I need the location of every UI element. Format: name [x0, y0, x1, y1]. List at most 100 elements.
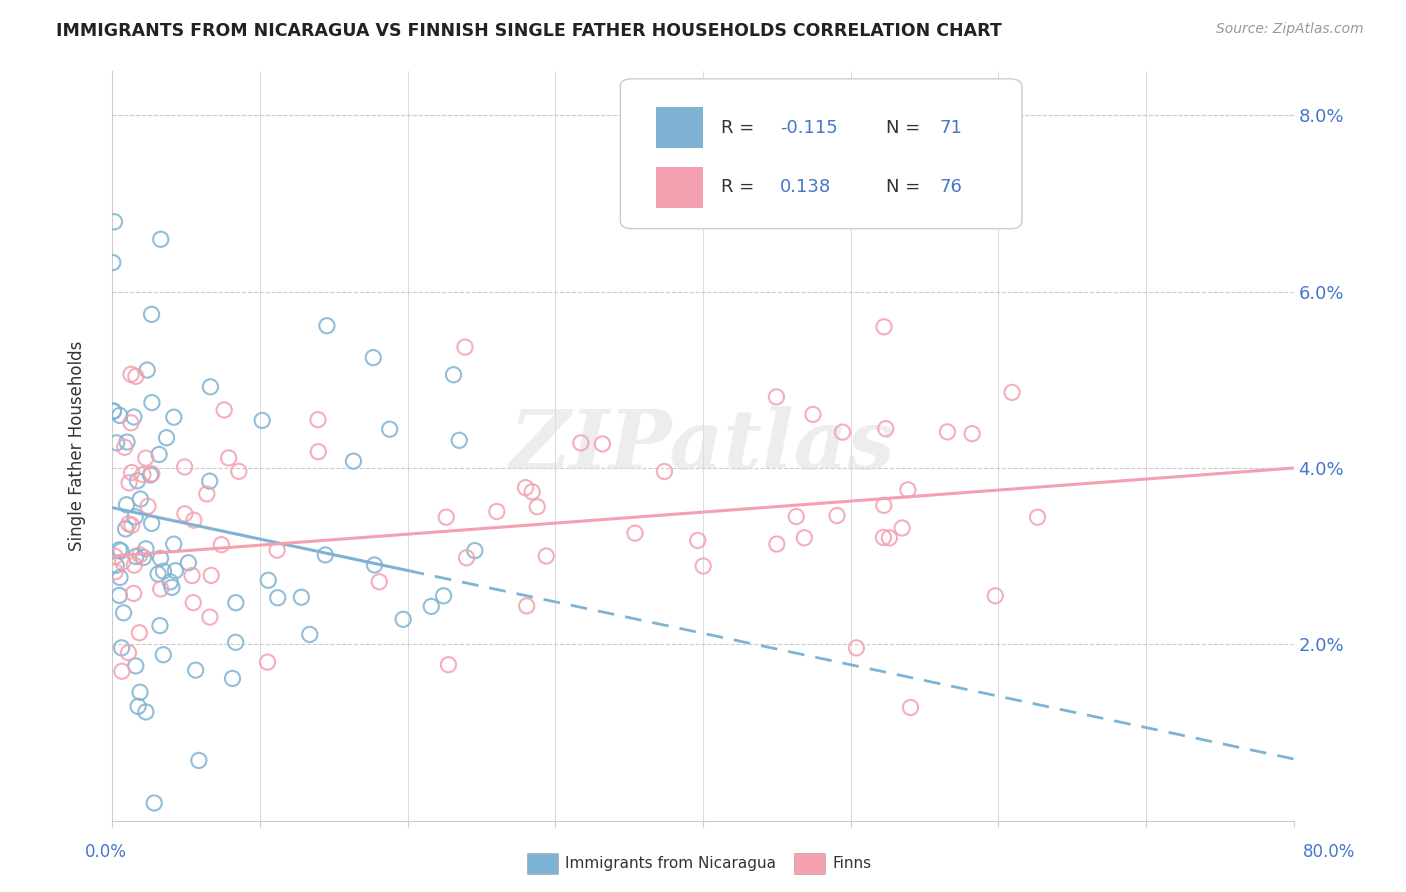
FancyBboxPatch shape — [620, 78, 1022, 228]
Point — [110, 544, 132, 558]
Point — [149, 232, 172, 246]
Text: Source: ZipAtlas.com: Source: ZipAtlas.com — [1216, 22, 1364, 37]
Point — [105, 558, 128, 573]
Point — [103, 404, 125, 418]
Point — [152, 564, 174, 578]
Point — [307, 412, 329, 426]
Point — [148, 448, 170, 462]
Text: 80.0%: 80.0% — [1302, 843, 1355, 861]
Point — [165, 564, 187, 578]
Point — [160, 581, 183, 595]
Point — [121, 466, 143, 480]
Point — [183, 513, 205, 527]
Text: Single Father Households: Single Father Households — [69, 341, 86, 551]
Point — [177, 556, 200, 570]
Point — [129, 491, 152, 506]
Point — [122, 409, 145, 424]
Point — [692, 559, 714, 574]
Point — [149, 582, 172, 596]
Point — [363, 558, 385, 572]
Point — [873, 499, 896, 513]
Point — [879, 531, 901, 545]
Point — [117, 516, 139, 531]
Point — [146, 567, 169, 582]
Point — [132, 467, 155, 482]
Point — [200, 380, 222, 394]
Point — [766, 537, 789, 551]
Point — [218, 450, 240, 465]
Point — [141, 467, 163, 481]
Point — [225, 635, 247, 649]
Point — [569, 435, 592, 450]
Point — [120, 368, 142, 382]
Point — [686, 533, 709, 548]
Point — [891, 521, 914, 535]
Point — [111, 665, 134, 679]
Point — [135, 451, 157, 466]
Point — [103, 404, 125, 418]
Point — [141, 395, 163, 409]
Point — [105, 435, 128, 450]
Point — [187, 753, 209, 767]
Point — [108, 589, 131, 603]
Point — [267, 591, 290, 605]
Text: Finns: Finns — [832, 856, 872, 871]
Point — [984, 589, 1007, 603]
Text: ZIPatlas: ZIPatlas — [510, 406, 896, 486]
Point — [392, 612, 415, 626]
Point — [298, 627, 321, 641]
Point — [256, 655, 278, 669]
Point — [960, 426, 983, 441]
Point — [129, 548, 152, 562]
Point — [454, 340, 477, 354]
Point — [101, 255, 124, 269]
Point — [198, 610, 221, 624]
Point — [114, 522, 136, 536]
Point — [624, 526, 647, 541]
Point — [316, 318, 339, 333]
Point — [163, 410, 186, 425]
Point — [163, 537, 186, 551]
Point — [522, 484, 544, 499]
Point — [181, 596, 204, 610]
Text: 0.138: 0.138 — [780, 178, 831, 196]
Point — [342, 454, 364, 468]
Point — [456, 550, 478, 565]
Point — [129, 685, 152, 699]
Point — [132, 550, 155, 565]
Point — [801, 408, 824, 422]
Point — [104, 565, 127, 579]
Bar — [655, 167, 703, 208]
Point — [368, 574, 391, 589]
Point — [152, 648, 174, 662]
Text: N =: N = — [886, 178, 927, 196]
Point — [266, 543, 288, 558]
Text: R =: R = — [721, 178, 759, 196]
Text: 76: 76 — [939, 178, 962, 196]
Point — [307, 444, 329, 458]
Point — [897, 483, 920, 497]
Point — [136, 363, 159, 377]
Point — [873, 319, 896, 334]
Point — [125, 369, 148, 384]
Point — [212, 403, 235, 417]
Point — [141, 516, 163, 531]
Point — [654, 465, 676, 479]
Point — [121, 518, 143, 533]
Point — [785, 509, 807, 524]
Point — [200, 568, 222, 582]
Point — [108, 542, 131, 557]
Point — [250, 413, 273, 427]
Point — [155, 431, 177, 445]
Point — [103, 215, 125, 229]
Point — [825, 508, 848, 523]
Point — [257, 574, 280, 588]
Point — [135, 705, 157, 719]
Point — [108, 570, 131, 584]
Point — [875, 422, 897, 436]
Point — [125, 659, 148, 673]
Point — [184, 663, 207, 677]
Point — [127, 474, 149, 488]
Point — [845, 640, 868, 655]
Point — [209, 538, 232, 552]
